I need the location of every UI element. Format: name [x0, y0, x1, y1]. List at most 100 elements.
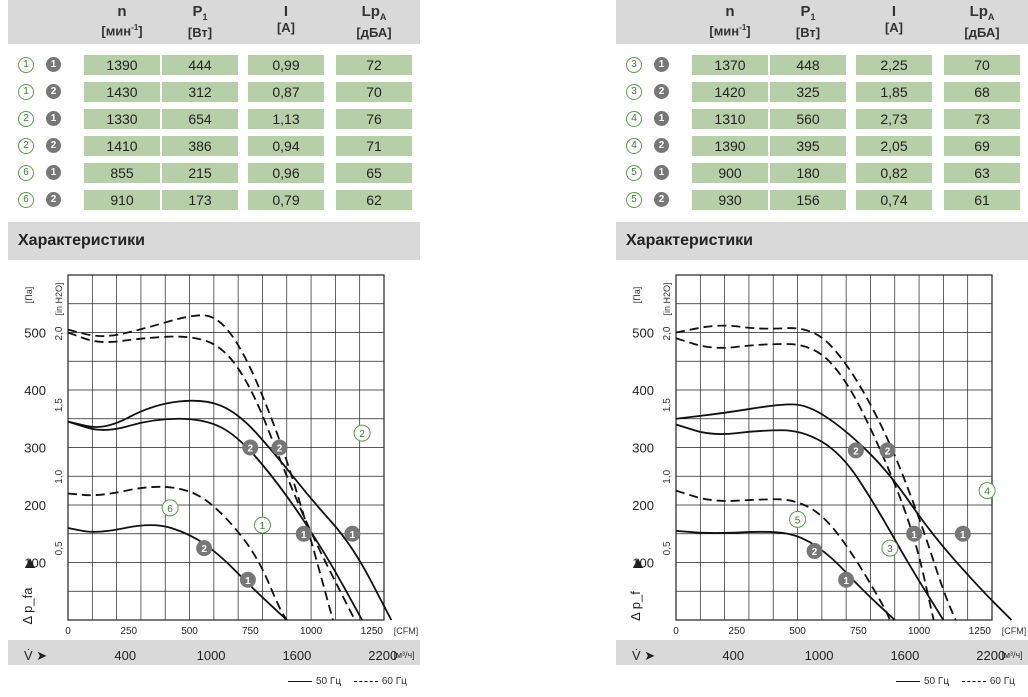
x2-tick-label: 1600 — [890, 648, 919, 663]
x2-tick-label: 1600 — [282, 648, 311, 663]
table-cell-lp: 61 — [944, 190, 1020, 210]
legend-right: 50 Гц 60 Гц — [896, 676, 1015, 687]
curve-number-icon: 6 — [18, 165, 34, 181]
series-line-curve-4-mode-2 — [675, 337, 935, 621]
header-main: Lp — [969, 3, 988, 20]
header-unit: [дБА] — [964, 25, 1000, 40]
header-unit: [A] — [884, 20, 904, 35]
y2-tick-label: 2,0 — [662, 326, 673, 340]
table-cell-lp: 65 — [336, 163, 412, 183]
column-header: I [A] — [248, 4, 324, 36]
header-main: P — [800, 3, 811, 20]
y-unit-label: [Па] — [24, 287, 34, 303]
mode-marker-icon — [295, 525, 312, 542]
x2-tick-label: 400 — [114, 648, 136, 663]
mode-marker-icon — [271, 439, 288, 456]
table-header-right: n [мин-1] P1 [Вт] I [A] LpA [дБА] — [616, 0, 1028, 44]
curve-marker-label: 2 — [359, 429, 365, 440]
column-header: n [мин-1] — [84, 4, 160, 39]
table-cell-n: 1370 — [692, 55, 768, 75]
mode-marker-label: 2 — [853, 446, 859, 457]
mode-marker-label: 2 — [248, 444, 254, 455]
column-header: LpA [дБА] — [944, 4, 1020, 41]
column-header-name: I — [248, 4, 324, 20]
header-main: Lp — [361, 3, 380, 20]
table-cell-i: 2,73 — [856, 109, 932, 129]
mode-number-icon: 2 — [654, 138, 669, 153]
header-unit: [мин — [101, 23, 132, 39]
mode-number-icon: 1 — [654, 57, 669, 72]
table-cell-lp: 70 — [336, 82, 412, 102]
header-main: n — [725, 3, 735, 20]
table-cell-i: 1,13 — [248, 109, 324, 129]
table-row: 4 2 1390 395 2,05 69 — [616, 136, 1028, 156]
table-cell-n: 1330 — [84, 109, 160, 129]
mode-number-icon: 2 — [654, 84, 669, 99]
series-line-curve-5-mode-1 — [675, 529, 896, 621]
table-cell-p: 173 — [162, 190, 238, 210]
curve-marker-icon — [881, 539, 899, 557]
x-unit-label: [CFM] — [1002, 626, 1027, 636]
table-cell-i: 0,82 — [856, 163, 932, 183]
series-line-curve-4-mode-1 — [675, 324, 957, 621]
mode-marker-icon — [242, 439, 259, 456]
x2-tick-label: 1000 — [805, 648, 834, 663]
header-main: n — [117, 3, 127, 20]
mode-marker-label: 1 — [245, 576, 251, 587]
table-cell-p: 448 — [770, 55, 846, 75]
curve-marker-icon — [789, 510, 807, 528]
x2-unit-label: [м³/ч] — [1001, 650, 1022, 660]
curve-marker-label: 3 — [887, 544, 893, 555]
x-tick-label: 1000 — [300, 626, 323, 637]
column-header: LpA [дБА] — [336, 4, 412, 41]
table-cell-n: 1310 — [692, 109, 768, 129]
legend-solid-swatch — [896, 680, 920, 682]
mode-marker-label: 1 — [843, 576, 849, 587]
y-tick-label: 300 — [24, 441, 46, 456]
mode-marker-label: 2 — [885, 446, 891, 457]
plot-frame — [675, 274, 993, 621]
legend-dashed-label: 60 Гц — [381, 676, 407, 687]
mode-marker-label: 1 — [911, 530, 917, 541]
x2-tick-label: 2200 — [976, 648, 1005, 663]
curve-number-icon: 2 — [18, 138, 34, 154]
table-cell-n: 1390 — [84, 55, 160, 75]
mode-marker-icon — [954, 525, 971, 542]
y-tick-label: 400 — [632, 383, 654, 398]
header-sub: A — [987, 12, 995, 22]
column-header-name: n — [692, 4, 768, 20]
x-tick-label: 0 — [65, 626, 71, 637]
series-line-curve-3-mode-1 — [675, 403, 1013, 621]
table-cell-n: 1390 — [692, 136, 768, 156]
column-header: P1 [Вт] — [770, 4, 846, 41]
table-cell-lp: 69 — [944, 136, 1020, 156]
table-cell-i: 1,85 — [856, 82, 932, 102]
column-header-unit: [мин-1] — [84, 20, 160, 39]
legend-solid-label: 50 Гц — [316, 676, 342, 687]
table-cell-lp: 73 — [944, 109, 1020, 129]
right-panel: n [мин-1] P1 [Вт] I [A] LpA [дБА] 3 1 1370 448 2,25… — [616, 0, 1028, 697]
column-header-unit: [дБА] — [336, 25, 412, 41]
column-header-unit: [A] — [248, 20, 324, 36]
table-cell-lp: 62 — [336, 190, 412, 210]
mode-number-icon: 2 — [46, 192, 61, 207]
mode-marker-label: 2 — [201, 544, 207, 555]
y2-tick-label: 2,0 — [54, 326, 65, 340]
table-cell-p: 386 — [162, 136, 238, 156]
y-tick-label: 500 — [632, 326, 654, 341]
markers-group: 2 2 1 1 2 1 4 3 5 — [789, 442, 996, 588]
table-row: 5 2 930 156 0,74 61 — [616, 190, 1028, 210]
table-cell-p: 325 — [770, 82, 846, 102]
x-tick-label: 500 — [789, 626, 806, 637]
header-unit-sup: -1 — [739, 23, 747, 32]
y2-unit-label: [in H2O] — [54, 282, 64, 315]
series-line-curve-2-mode-1 — [67, 331, 356, 621]
x-tick-label: 1250 — [361, 626, 384, 637]
table-row: 4 1 1310 560 2,73 73 — [616, 109, 1028, 129]
table-cell-n: 855 — [84, 163, 160, 183]
table-cell-i: 0,74 — [856, 190, 932, 210]
legend-dashed-swatch — [353, 680, 378, 682]
mode-number-icon: 1 — [654, 165, 669, 180]
header-unit: [Вт] — [795, 25, 821, 40]
table-cell-i: 0,79 — [248, 190, 324, 210]
